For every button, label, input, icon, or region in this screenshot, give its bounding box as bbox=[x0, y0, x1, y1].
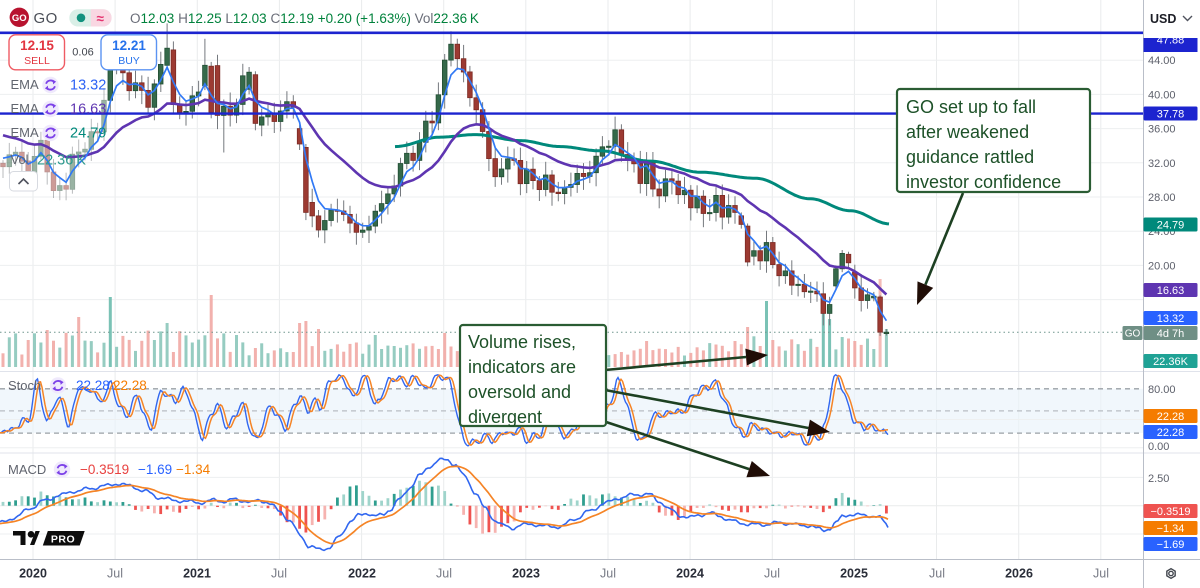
svg-text:−0.3519: −0.3519 bbox=[80, 462, 129, 477]
svg-text:16.63: 16.63 bbox=[1157, 285, 1185, 297]
svg-text:−1.34: −1.34 bbox=[176, 462, 211, 477]
svg-text:2025: 2025 bbox=[840, 567, 868, 581]
svg-text:Stoch: Stoch bbox=[8, 378, 41, 393]
svg-text:GO: GO bbox=[1125, 329, 1141, 340]
svg-text:MACD: MACD bbox=[8, 462, 46, 477]
svg-text:32.00: 32.00 bbox=[1148, 158, 1176, 170]
svg-text:−1.69: −1.69 bbox=[1157, 539, 1185, 551]
svg-text:2024: 2024 bbox=[676, 567, 704, 581]
svg-text:22.28: 22.28 bbox=[76, 378, 110, 393]
svg-text:Volume rises,: Volume rises, bbox=[468, 332, 576, 352]
svg-text:divergent: divergent bbox=[468, 407, 542, 427]
svg-text:guidance rattled: guidance rattled bbox=[906, 147, 1034, 167]
svg-text:SELL: SELL bbox=[24, 55, 50, 67]
svg-text:O12.03 H12.25 L12.03 C12.19 +0: O12.03 H12.25 L12.03 C12.19 +0.20 (+1.63… bbox=[130, 11, 479, 26]
svg-text:GO: GO bbox=[34, 10, 58, 27]
svg-text:2.50: 2.50 bbox=[1148, 473, 1169, 485]
svg-text:13.32: 13.32 bbox=[70, 78, 106, 94]
svg-text:EMA: EMA bbox=[11, 77, 40, 92]
svg-text:24.79: 24.79 bbox=[1157, 220, 1185, 232]
svg-text:USD: USD bbox=[1150, 12, 1176, 26]
svg-text:Jul: Jul bbox=[764, 567, 780, 581]
svg-text:22.36 K: 22.36 K bbox=[37, 153, 86, 169]
svg-text:oversold and: oversold and bbox=[468, 382, 571, 402]
svg-text:EMA: EMA bbox=[11, 125, 40, 140]
svg-text:−0.3519: −0.3519 bbox=[1150, 506, 1190, 518]
svg-text:20.00: 20.00 bbox=[1148, 260, 1176, 272]
svg-text:−1.69: −1.69 bbox=[138, 462, 172, 477]
svg-text:Jul: Jul bbox=[1093, 567, 1109, 581]
svg-text:indicators are: indicators are bbox=[468, 357, 576, 377]
svg-text:Jul: Jul bbox=[436, 567, 452, 581]
svg-text:36.00: 36.00 bbox=[1148, 124, 1176, 136]
svg-text:44.00: 44.00 bbox=[1148, 55, 1176, 67]
svg-text:22.28: 22.28 bbox=[113, 378, 147, 393]
svg-text:2023: 2023 bbox=[512, 567, 540, 581]
svg-text:22.28: 22.28 bbox=[1157, 427, 1185, 439]
svg-text:24.79: 24.79 bbox=[70, 126, 106, 142]
svg-text:2020: 2020 bbox=[19, 567, 47, 581]
svg-text:−1.34: −1.34 bbox=[1157, 523, 1185, 535]
svg-text:2021: 2021 bbox=[183, 567, 211, 581]
svg-text:22.36K: 22.36K bbox=[1153, 356, 1189, 368]
svg-text:37.78: 37.78 bbox=[1157, 109, 1185, 121]
svg-text:40.00: 40.00 bbox=[1148, 89, 1176, 101]
svg-text:Jul: Jul bbox=[600, 567, 616, 581]
svg-text:GO: GO bbox=[12, 13, 27, 24]
svg-text:4d 7h: 4d 7h bbox=[1157, 328, 1185, 340]
svg-text:2026: 2026 bbox=[1005, 567, 1033, 581]
svg-text:2022: 2022 bbox=[348, 567, 376, 581]
svg-text:0.00: 0.00 bbox=[1148, 441, 1169, 453]
svg-text:Jul: Jul bbox=[107, 567, 123, 581]
svg-text:Jul: Jul bbox=[271, 567, 287, 581]
svg-text:13.32: 13.32 bbox=[1157, 313, 1185, 325]
svg-text:28.00: 28.00 bbox=[1148, 192, 1176, 204]
svg-text:Jul: Jul bbox=[929, 567, 945, 581]
svg-text:16.63: 16.63 bbox=[70, 102, 106, 118]
svg-text:EMA: EMA bbox=[11, 101, 40, 116]
svg-text:12.15: 12.15 bbox=[20, 38, 54, 53]
svg-text:BUY: BUY bbox=[118, 55, 140, 67]
svg-text:22.28: 22.28 bbox=[1157, 411, 1185, 423]
svg-text:12.21: 12.21 bbox=[112, 38, 146, 53]
svg-text:investor confidence: investor confidence bbox=[906, 172, 1061, 192]
svg-text:0.06: 0.06 bbox=[72, 47, 93, 59]
svg-text:after weakened: after weakened bbox=[906, 122, 1029, 142]
svg-text:PRO: PRO bbox=[51, 534, 75, 546]
svg-text:80.00: 80.00 bbox=[1148, 384, 1176, 396]
svg-text:GO set up to fall: GO set up to fall bbox=[906, 97, 1036, 117]
svg-text:≈: ≈ bbox=[97, 11, 105, 26]
svg-text:47.88: 47.88 bbox=[1157, 35, 1185, 47]
svg-text:Vol: Vol bbox=[11, 152, 29, 167]
